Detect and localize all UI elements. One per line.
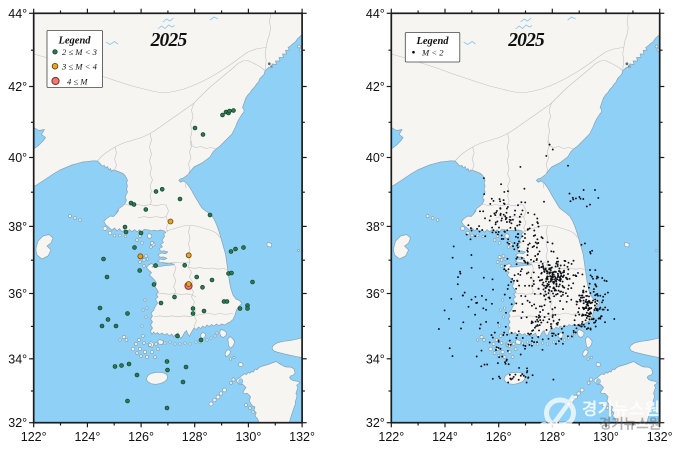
svg-text:Legend: Legend — [415, 36, 449, 47]
svg-text:Legend: Legend — [57, 36, 91, 47]
svg-text:2 ≤ M < 3: 2 ≤ M < 3 — [62, 47, 97, 57]
svg-text:경기뉴스원: 경기뉴스원 — [599, 416, 661, 432]
svg-text:경기뉴스원: 경기뉴스원 — [582, 400, 660, 419]
svg-text:M < 2: M < 2 — [421, 48, 444, 58]
svg-text:4 ≤ M: 4 ≤ M — [67, 77, 88, 87]
svg-text:GNT: GNT — [539, 419, 567, 434]
svg-text:3 ≤ M < 4: 3 ≤ M < 4 — [61, 62, 98, 72]
